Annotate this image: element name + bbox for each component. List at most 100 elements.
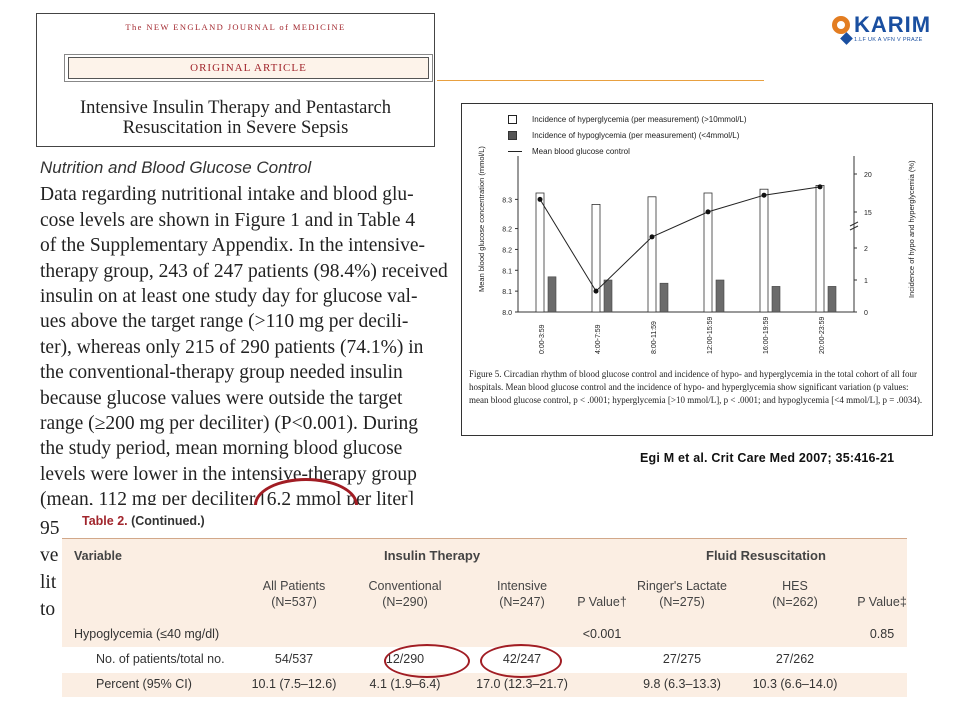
hyperglycemia-bar xyxy=(647,196,657,313)
left-tick-label: 8.2 xyxy=(502,247,512,254)
journal-header-clipping: The NEW ENGLAND JOURNAL of MEDICINE ORIG… xyxy=(36,13,435,147)
column-header-subline: P Value† xyxy=(577,595,627,609)
column-header: HES xyxy=(782,579,808,593)
hyperglycemia-bar xyxy=(703,192,713,313)
highlight-oval xyxy=(384,644,470,678)
table-cell: 9.8 (6.3–13.3) xyxy=(643,677,721,691)
mean-glucose-point xyxy=(705,209,711,215)
text-fragment: to xyxy=(40,599,56,620)
column-header-subline: P Value‡ xyxy=(857,595,907,609)
column-header: All Patients xyxy=(262,579,326,593)
hyperglycemia-bar xyxy=(815,185,825,313)
left-tick-label: 8.2 xyxy=(502,227,512,234)
figure-clipping: Incidence of hyperglycemia (per measurem… xyxy=(461,103,933,436)
article-body-excerpt: Nutrition and Blood Glucose Control Data… xyxy=(40,155,448,513)
article-title-line: Intensive Insulin Therapy and Pentastarc… xyxy=(80,98,391,118)
right-tick-label: 0 xyxy=(864,310,868,317)
table-cell: 27/275 xyxy=(662,652,702,666)
column-header-subline: (N=247) xyxy=(499,595,545,609)
table-cell: 27/262 xyxy=(775,652,815,666)
table-row: Hypoglycemia (≤40 mg/dl) <0.001 0.85 xyxy=(62,623,907,647)
axis-break xyxy=(849,221,859,231)
left-tick-label: 8.0 xyxy=(502,310,512,317)
column-header: Intensive xyxy=(496,579,548,593)
right-tick-label: 20 xyxy=(864,172,872,179)
table-cell: 10.1 (7.5–12.6) xyxy=(251,677,337,691)
clipped-text-fragments: 95 ve lit to xyxy=(40,515,62,623)
table-cell: 54/537 xyxy=(274,652,314,666)
right-tick-label: 2 xyxy=(864,246,868,253)
table-cell: <0.001 xyxy=(582,627,622,641)
mean-glucose-point xyxy=(761,192,767,198)
section-frame xyxy=(64,54,433,82)
hyperglycemia-bar xyxy=(591,204,601,313)
section-label: ORIGINAL ARTICLE xyxy=(68,57,429,79)
x-tick-label: 0:00-3:59 xyxy=(539,324,546,354)
table-cell: 10.3 (6.6–14.0) xyxy=(752,677,838,691)
hypoglycemia-bar xyxy=(771,286,781,313)
body-line: Data regarding nutritional intake and bl… xyxy=(40,184,414,206)
legend-item: Incidence of hyperglycemia (per measurem… xyxy=(508,114,747,130)
left-tick-label: 8.1 xyxy=(502,289,512,296)
body-line: of the Supplementary Appendix. In the in… xyxy=(40,235,426,257)
text-fragment: 95 xyxy=(40,518,60,539)
karim-logo: KARIM 1.LF UK A VFN V PRAZE xyxy=(832,12,942,48)
table-title-bar: Table 2. (Continued.) xyxy=(62,505,907,537)
table-number: Table 2. xyxy=(82,514,128,528)
mean-glucose-point xyxy=(537,196,543,202)
chart-plot: 8.0 8.1 8.1 8.2 8.2 8.3 0 1 2 15 20 Mean blood gluc… xyxy=(477,146,916,354)
body-line: the conventional-therapy group needed in… xyxy=(40,362,403,384)
column-header-subline: (N=290) xyxy=(382,595,428,609)
table-header: Variable Insulin Therapy Fluid Resuscita… xyxy=(62,538,907,631)
legend-label: Incidence of hypoglycemia (per measureme… xyxy=(532,131,740,140)
journal-name: The NEW ENGLAND JOURNAL of MEDICINE xyxy=(125,22,346,32)
body-line: cose levels are shown in Figure 1 and in… xyxy=(40,209,416,231)
article-title-line: Resuscitation in Severe Sepsis xyxy=(122,118,349,138)
chart-legend: Incidence of hyperglycemia (per measurem… xyxy=(508,114,747,162)
x-tick-label: 8:00-11:59 xyxy=(651,321,658,354)
x-tick-label: 20:00-23:59 xyxy=(819,317,826,354)
mean-glucose-line xyxy=(539,186,821,292)
right-tick-label: 15 xyxy=(864,210,872,217)
column-header: Conventional xyxy=(368,579,442,593)
article-title: Intensive Insulin Therapy and Pentastarc… xyxy=(37,98,434,138)
line-swatch xyxy=(508,151,522,152)
row-label: Hypoglycemia (≤40 mg/dl) xyxy=(74,627,220,641)
body-line: ues above the target range (>110 mg per … xyxy=(40,311,409,333)
mean-glucose-point xyxy=(593,288,599,294)
location-pin-icon xyxy=(832,16,850,34)
hypoglycemia-bar xyxy=(715,279,725,313)
open-bar-swatch xyxy=(508,115,517,124)
slide-divider xyxy=(437,80,764,81)
legend-label: Incidence of hyperglycemia (per measurem… xyxy=(532,115,747,124)
table-title: Table 2. (Continued.) xyxy=(82,514,205,528)
table-cell: 4.1 (1.9–6.4) xyxy=(369,677,441,691)
highlight-oval xyxy=(480,644,562,678)
text-fragment: ve xyxy=(40,545,59,566)
results-table: Table 2. (Continued.) Variable Insulin T… xyxy=(62,505,907,701)
hyperglycemia-bar xyxy=(535,192,545,313)
mean-glucose-point xyxy=(649,234,655,240)
table-continued: (Continued.) xyxy=(131,514,205,528)
body-paragraph: Data regarding nutritional intake and bl… xyxy=(40,182,448,512)
column-header-subline: (N=275) xyxy=(659,595,705,609)
column-header-variable: Variable xyxy=(74,549,122,563)
group-header-insulin: Insulin Therapy xyxy=(384,548,481,563)
hypoglycemia-bar xyxy=(659,282,669,313)
body-line: the study period, mean morning blood glu… xyxy=(40,438,403,460)
body-line: therapy group, 243 of 247 patients (98.4… xyxy=(40,260,448,282)
x-tick-label: 4:00-7:59 xyxy=(595,324,602,354)
dark-bar-swatch xyxy=(508,131,517,140)
body-line: ter), whereas only 215 of 290 patients (… xyxy=(40,336,424,358)
section-heading: Nutrition and Blood Glucose Control xyxy=(40,158,312,177)
x-tick-label: 16:00-19:59 xyxy=(763,317,770,354)
body-line: levels were lower in the intensive-thera… xyxy=(40,463,417,485)
body-line: because glucose values were outside the … xyxy=(40,387,403,409)
hyperglycemia-bar xyxy=(759,188,769,313)
legend-item: Mean blood glucose control xyxy=(508,146,747,162)
table-row: Percent (95% CI) 10.1 (7.5–12.6) 4.1 (1.9–… xyxy=(62,673,907,697)
logo-subtitle: 1.LF UK A VFN V PRAZE xyxy=(854,37,923,43)
right-axis-title: Incidence of hypo and hyperglycemia (%) xyxy=(907,160,916,298)
body-line: range (≥200 mg per deciliter) (P<0.001).… xyxy=(40,413,419,435)
hypoglycemia-bar xyxy=(547,276,557,313)
